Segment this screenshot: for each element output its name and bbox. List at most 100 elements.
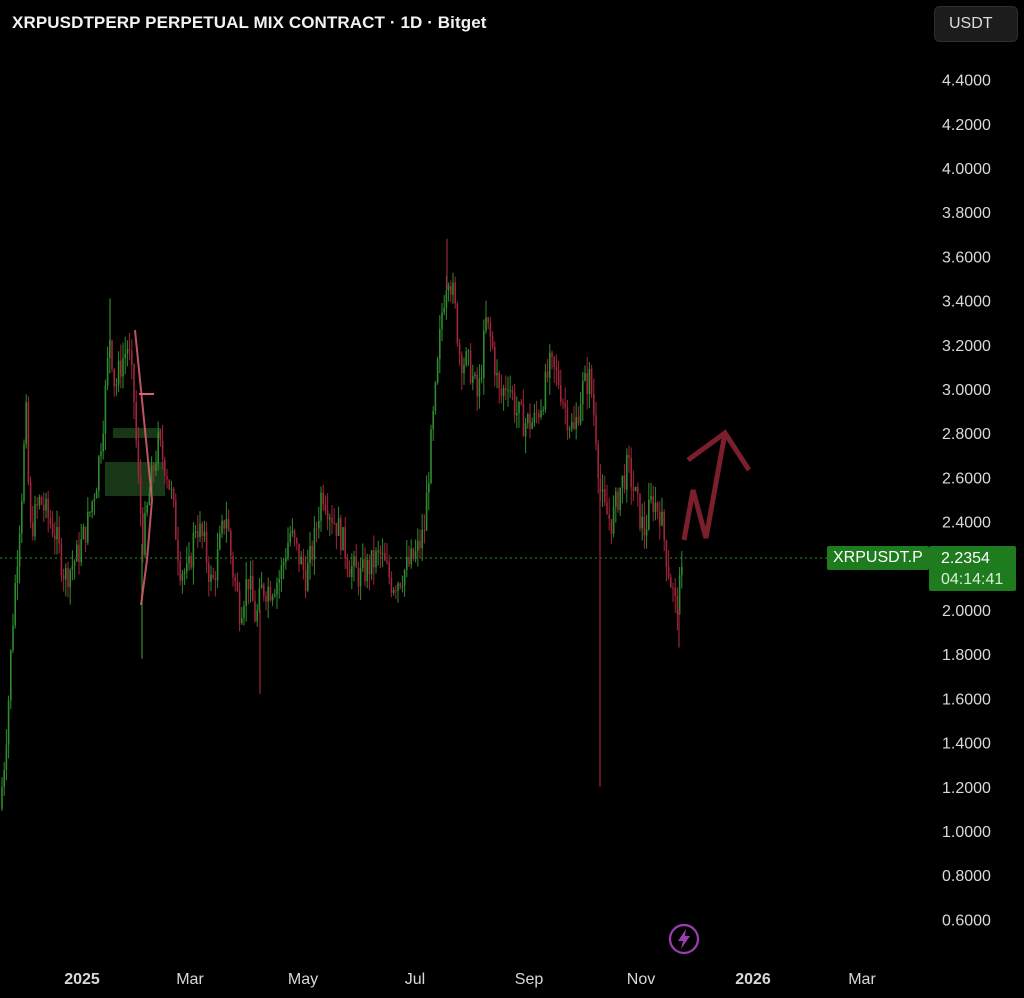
candle-body: [69, 569, 71, 588]
candle-body: [274, 594, 276, 597]
candle-body: [579, 404, 582, 424]
candle-body: [214, 577, 217, 581]
candle-body: [498, 372, 500, 389]
candle-body: [318, 520, 320, 529]
flash-icon[interactable]: [668, 923, 700, 955]
currency-button[interactable]: USDT: [934, 6, 1018, 42]
candle-body: [27, 402, 30, 483]
candle-body: [342, 527, 344, 551]
candle-body: [436, 359, 439, 383]
candle-body: [485, 317, 487, 331]
candle-body: [582, 380, 584, 405]
candle-body: [665, 540, 668, 567]
candle-body: [76, 544, 78, 562]
candle-body: [267, 586, 269, 602]
candle-body: [670, 577, 672, 588]
candle-body: [234, 577, 236, 582]
candle-body: [38, 496, 41, 506]
y-tick-label: 3.0000: [942, 382, 991, 399]
candle-body: [95, 490, 98, 499]
candle-body: [445, 290, 448, 308]
y-tick-label: 2.6000: [942, 470, 991, 487]
candle-body: [357, 567, 360, 587]
candle-body: [463, 364, 465, 374]
y-tick-label: 3.6000: [942, 249, 991, 266]
candle-body: [538, 413, 540, 418]
candle-body: [454, 282, 456, 304]
candle-body: [397, 583, 399, 591]
candle-body: [573, 422, 575, 429]
candle-body: [527, 414, 529, 424]
candle-body: [289, 533, 291, 543]
candle-body: [102, 433, 104, 452]
candle-body: [258, 588, 261, 611]
symbol-tag: XRPUSDT.P: [827, 546, 929, 570]
y-tick-label: 1.0000: [942, 824, 991, 841]
candle-body: [584, 373, 586, 381]
candle-body: [232, 555, 234, 578]
candle-body: [155, 463, 157, 471]
x-axis[interactable]: 2025 Mar May Jul Sep Nov 2026 Mar: [64, 971, 876, 988]
candle-body: [496, 372, 498, 376]
candle-body: [377, 550, 379, 552]
candles: [1, 238, 683, 811]
candle-body: [423, 529, 426, 531]
chart-title: XRPUSDTPERP PERPETUAL MIX CONTRACT · 1D …: [12, 13, 487, 32]
candle-body: [302, 556, 305, 570]
candle-body: [67, 568, 69, 588]
candle-body: [269, 586, 272, 601]
candle-body: [421, 529, 423, 549]
candle-body: [23, 444, 25, 501]
y-axis[interactable]: 4.4000 4.2000 4.0000 3.8000 3.6000 3.4000 3.20…: [942, 73, 991, 930]
candle-body: [150, 465, 153, 493]
x-tick-label: Mar: [848, 971, 876, 988]
candle-body: [450, 286, 452, 295]
candle-body: [595, 415, 597, 445]
candle-body: [447, 286, 450, 291]
candle-body: [406, 556, 408, 571]
trend-line-drawing: [134, 329, 154, 606]
candle-body: [51, 524, 54, 536]
candle-body: [324, 504, 327, 511]
candle-body: [16, 566, 19, 584]
y-tick-label: 1.2000: [942, 780, 991, 797]
candle-body: [478, 378, 481, 397]
candle-body: [379, 550, 382, 554]
candle-body: [126, 349, 129, 354]
candle-body: [313, 528, 316, 560]
candle-body: [619, 487, 621, 511]
candle-body: [181, 573, 184, 581]
candle-body: [243, 606, 245, 618]
candle-body: [395, 590, 397, 592]
candle-body: [529, 414, 531, 429]
drawing-zone: [105, 462, 165, 496]
candle-body: [135, 401, 137, 441]
candle-body: [659, 511, 661, 526]
candle-body: [113, 368, 115, 387]
x-tick-label: Jul: [405, 971, 425, 988]
candle-body: [153, 465, 155, 471]
candle-body: [375, 551, 377, 568]
candle-body: [610, 518, 613, 534]
price-tag: 2.2354 04:14:41: [929, 546, 1016, 591]
candle-body: [117, 360, 120, 385]
candle-body: [568, 428, 571, 431]
candle-body: [549, 352, 551, 378]
candle-body: [192, 532, 195, 568]
candle-body: [309, 545, 311, 564]
candle-body: [368, 559, 371, 575]
candle-body: [604, 489, 606, 503]
candle-body: [370, 550, 373, 575]
candle-body: [340, 518, 342, 551]
drawings[interactable]: [134, 329, 752, 606]
candle-body: [344, 527, 346, 559]
candle-body: [408, 556, 410, 565]
candle-body: [210, 574, 212, 582]
candle-body: [650, 496, 652, 500]
candle-body: [516, 413, 518, 416]
candle-body: [505, 388, 507, 391]
candle-body: [128, 349, 131, 351]
candle-body: [73, 561, 76, 566]
y-tick-label: 2.4000: [942, 515, 991, 532]
